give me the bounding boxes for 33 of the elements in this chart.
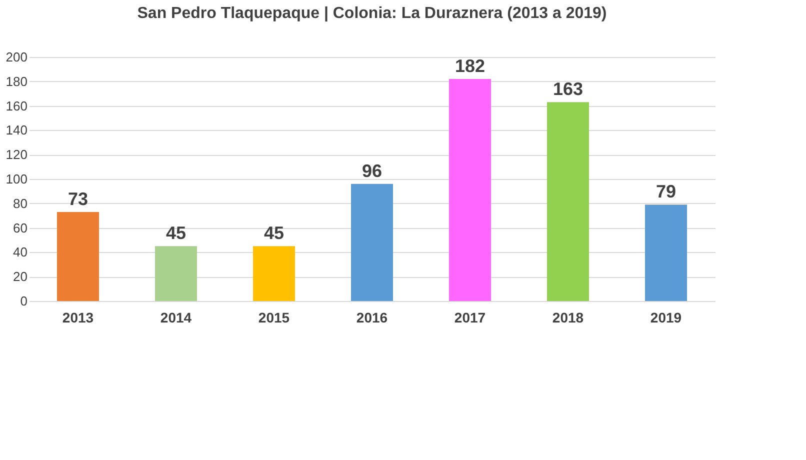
x-tick-label: 2019: [650, 310, 682, 326]
x-tick-label: 2016: [356, 310, 388, 326]
y-tick-label: 160: [6, 98, 28, 114]
data-label: 45: [264, 223, 284, 244]
data-label: 45: [166, 223, 186, 244]
bar: [547, 102, 589, 301]
x-tick-label: 2013: [62, 310, 94, 326]
y-tick-label: 200: [6, 50, 28, 64]
data-label: 79: [656, 182, 676, 202]
x-tick-label: 2015: [258, 310, 290, 326]
y-tick-label: 40: [13, 244, 28, 260]
x-tick-label: 2014: [160, 310, 192, 326]
data-label: 73: [68, 188, 88, 209]
chart-title: San Pedro Tlaquepaque | Colonia: La Duraznera (2013 a 2019): [137, 5, 607, 22]
bar: [155, 246, 197, 301]
y-tick-label: 180: [6, 74, 28, 89]
x-tick-label: 2018: [552, 310, 584, 326]
bar: [253, 246, 295, 301]
y-tick-label: 60: [13, 220, 28, 236]
data-label: 163: [552, 79, 584, 100]
data-label: 96: [362, 160, 382, 181]
y-tick-label: 120: [6, 147, 28, 162]
bar: [449, 78, 491, 301]
bar: [351, 184, 393, 301]
data-label: 182: [454, 56, 486, 76]
y-tick-label: 0: [20, 294, 28, 308]
y-tick-label: 20: [13, 269, 28, 284]
y-tick-label: 140: [6, 122, 28, 138]
bar: [645, 204, 687, 301]
y-tick-label: 100: [6, 172, 28, 186]
x-tick-label: 2017: [454, 310, 486, 326]
y-tick-label: 80: [13, 196, 28, 211]
bar: [57, 212, 99, 301]
